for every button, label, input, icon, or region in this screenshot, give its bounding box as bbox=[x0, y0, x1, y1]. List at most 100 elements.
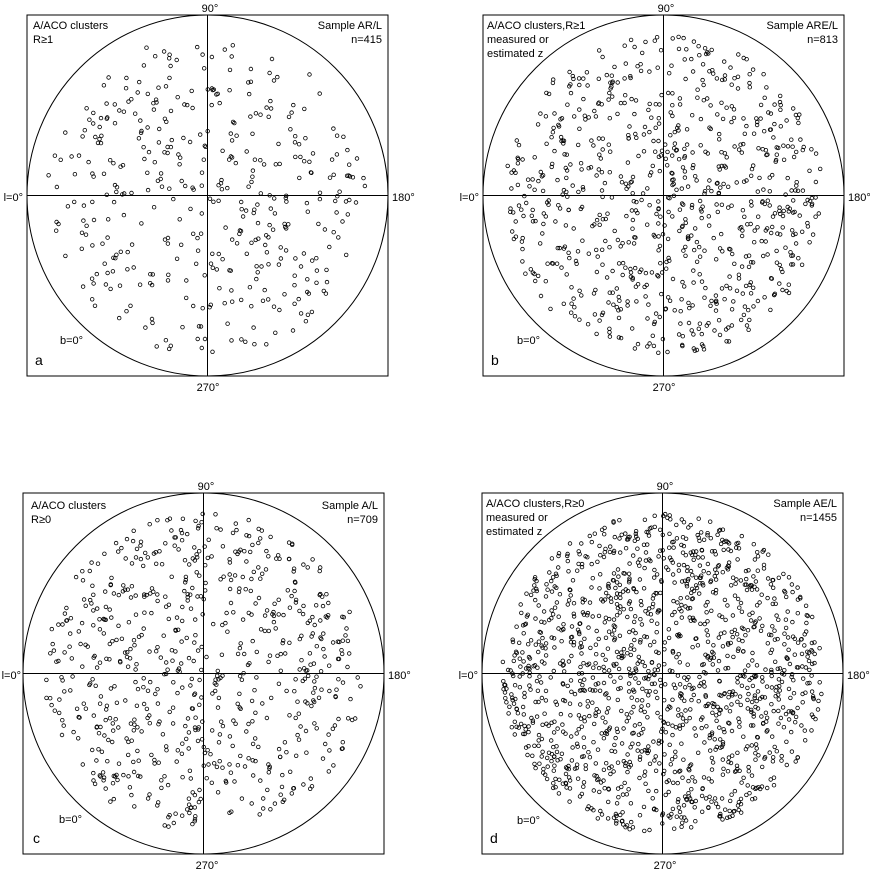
data-point bbox=[138, 539, 144, 544]
data-point bbox=[592, 312, 598, 317]
data-point bbox=[748, 280, 753, 285]
data-point bbox=[305, 312, 311, 317]
data-point bbox=[583, 763, 588, 768]
data-point bbox=[171, 820, 176, 826]
data-point bbox=[287, 713, 292, 718]
data-point bbox=[173, 628, 178, 633]
data-point bbox=[510, 229, 515, 234]
data-point bbox=[759, 714, 764, 719]
data-point bbox=[779, 753, 784, 759]
data-point bbox=[593, 761, 598, 766]
data-point bbox=[80, 134, 85, 139]
data-point bbox=[581, 735, 586, 740]
data-point bbox=[111, 591, 117, 596]
data-point bbox=[136, 79, 142, 85]
data-point bbox=[674, 522, 679, 528]
data-point bbox=[798, 137, 803, 142]
data-point bbox=[698, 116, 704, 122]
data-point bbox=[700, 583, 706, 588]
data-point bbox=[596, 136, 602, 141]
data-point bbox=[666, 545, 672, 550]
data-point bbox=[658, 683, 664, 689]
data-point bbox=[696, 555, 701, 560]
data-point bbox=[656, 738, 662, 743]
data-point bbox=[97, 617, 102, 622]
data-point bbox=[520, 259, 525, 264]
data-point bbox=[657, 548, 663, 553]
data-point bbox=[656, 199, 661, 204]
data-point bbox=[696, 535, 701, 540]
data-point bbox=[709, 730, 715, 735]
data-point bbox=[76, 736, 81, 741]
data-point bbox=[91, 281, 96, 286]
data-point bbox=[272, 601, 277, 606]
data-point bbox=[290, 328, 296, 333]
data-point bbox=[591, 665, 596, 670]
data-point bbox=[715, 209, 720, 215]
data-point bbox=[303, 135, 308, 141]
data-point bbox=[607, 725, 613, 730]
data-point bbox=[749, 203, 754, 208]
data-point bbox=[283, 224, 288, 230]
data-point bbox=[117, 283, 123, 288]
data-point bbox=[638, 708, 643, 713]
data-point bbox=[243, 339, 248, 344]
data-point bbox=[691, 692, 696, 698]
data-point bbox=[639, 622, 645, 627]
data-point bbox=[544, 141, 549, 146]
data-point bbox=[579, 167, 584, 172]
data-point bbox=[625, 769, 630, 775]
data-point bbox=[700, 62, 706, 67]
data-point bbox=[670, 723, 675, 728]
data-point bbox=[186, 562, 192, 567]
data-point bbox=[764, 85, 769, 90]
data-point bbox=[719, 100, 724, 105]
data-point bbox=[68, 688, 73, 693]
data-point bbox=[685, 234, 691, 239]
data-point bbox=[549, 161, 555, 167]
data-point bbox=[769, 632, 774, 638]
data-point bbox=[726, 547, 731, 552]
data-point bbox=[505, 163, 510, 169]
data-point bbox=[717, 332, 723, 338]
data-point bbox=[554, 573, 559, 578]
data-point bbox=[697, 674, 702, 680]
data-point bbox=[81, 203, 87, 208]
data-point bbox=[552, 605, 558, 610]
data-point bbox=[605, 211, 610, 216]
data-point bbox=[735, 86, 741, 91]
data-point bbox=[654, 649, 659, 654]
data-point bbox=[736, 540, 741, 546]
data-point bbox=[256, 526, 261, 532]
data-point bbox=[813, 151, 819, 156]
data-point bbox=[596, 48, 602, 53]
data-point bbox=[565, 551, 570, 557]
data-point bbox=[735, 675, 740, 681]
data-point bbox=[197, 132, 203, 137]
data-point bbox=[91, 770, 96, 776]
data-point bbox=[513, 696, 518, 702]
data-point bbox=[293, 715, 298, 721]
data-point bbox=[276, 597, 281, 602]
data-point bbox=[127, 785, 133, 790]
data-point bbox=[190, 790, 195, 795]
data-point bbox=[762, 755, 768, 760]
data-point bbox=[791, 154, 797, 160]
data-point bbox=[205, 555, 210, 561]
data-point bbox=[698, 207, 704, 212]
data-point bbox=[705, 185, 711, 190]
data-point bbox=[302, 666, 307, 671]
data-point bbox=[644, 529, 649, 535]
data-point bbox=[568, 635, 574, 640]
data-point bbox=[725, 641, 731, 646]
data-point bbox=[68, 631, 73, 636]
data-point bbox=[771, 783, 777, 788]
data-point bbox=[711, 643, 716, 648]
data-point bbox=[220, 765, 225, 770]
data-point bbox=[521, 731, 526, 737]
data-point bbox=[726, 759, 731, 765]
data-point bbox=[111, 796, 116, 802]
data-point bbox=[248, 66, 254, 72]
data-point bbox=[647, 173, 653, 178]
data-point bbox=[571, 76, 576, 82]
